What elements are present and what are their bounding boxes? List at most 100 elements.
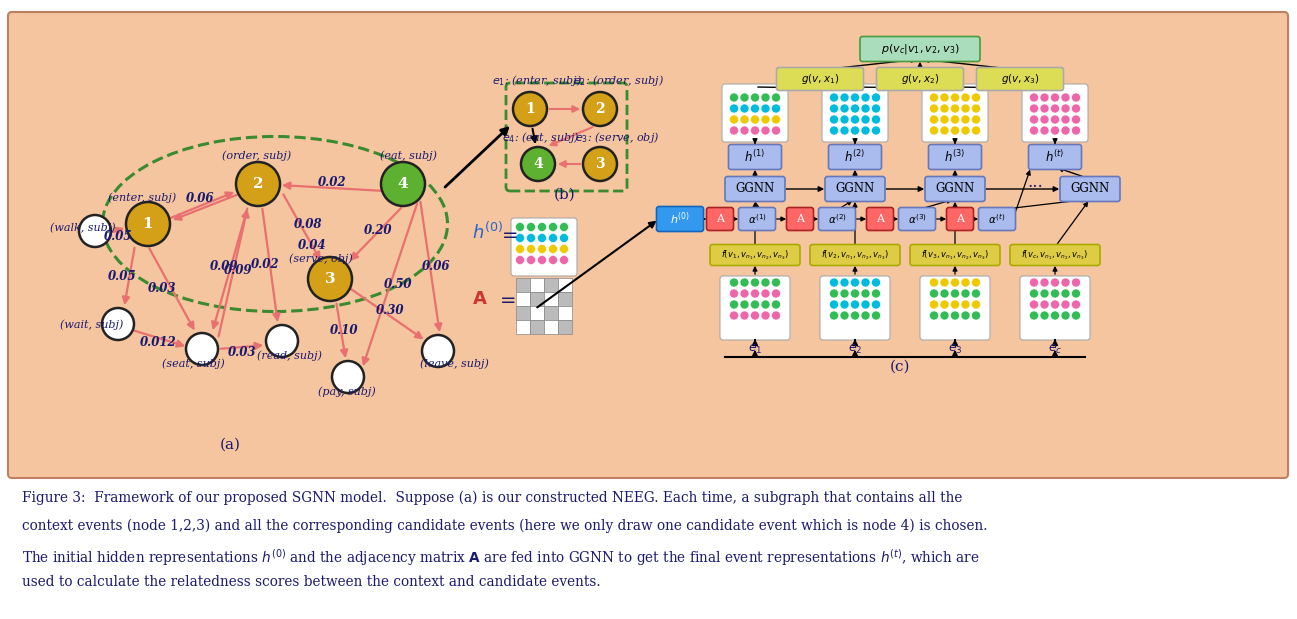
Text: 0.06: 0.06 [422, 261, 450, 274]
Circle shape [741, 289, 748, 298]
Circle shape [1051, 311, 1060, 320]
Circle shape [830, 289, 838, 298]
Circle shape [951, 300, 960, 309]
Text: $e_1$: $e_1$ [748, 343, 763, 356]
Text: $\alpha^{(t)}$: $\alpha^{(t)}$ [988, 212, 1005, 226]
Circle shape [772, 278, 781, 287]
Circle shape [582, 147, 617, 181]
Text: 2: 2 [253, 177, 263, 191]
Text: 1: 1 [143, 217, 153, 231]
Text: A: A [875, 214, 885, 224]
Text: (serve, obj): (serve, obj) [289, 253, 353, 264]
Bar [558, 306, 572, 320]
Circle shape [830, 278, 838, 287]
Bar [543, 306, 558, 320]
Bar [516, 320, 530, 334]
Circle shape [1061, 289, 1070, 298]
Circle shape [1051, 93, 1060, 102]
Circle shape [751, 93, 760, 102]
Circle shape [1051, 126, 1060, 135]
Text: The initial hidden representations $h^{(0)}$ and the adjacency matrix $\mathbf{A: The initial hidden representations $h^{(… [22, 547, 979, 568]
Circle shape [851, 93, 860, 102]
Circle shape [840, 93, 850, 102]
Circle shape [961, 115, 970, 124]
Text: =: = [502, 226, 519, 245]
Text: 0.08: 0.08 [293, 217, 322, 230]
Circle shape [741, 311, 748, 320]
Bar [558, 292, 572, 306]
Text: (enter, subj): (enter, subj) [108, 193, 176, 203]
Circle shape [772, 300, 781, 309]
Text: $p(v_c|v_1,v_2,v_3)$: $p(v_c|v_1,v_2,v_3)$ [881, 42, 960, 56]
Circle shape [851, 104, 860, 113]
Text: 3: 3 [595, 157, 604, 171]
FancyBboxPatch shape [920, 276, 990, 340]
Circle shape [1051, 115, 1060, 124]
Circle shape [840, 300, 850, 309]
Circle shape [185, 333, 218, 365]
Circle shape [1071, 278, 1080, 287]
Text: $h^{(0)}$: $h^{(0)}$ [671, 210, 690, 227]
Text: 0.06: 0.06 [185, 193, 214, 206]
Text: A: A [796, 214, 804, 224]
Bar [516, 306, 530, 320]
Circle shape [1071, 300, 1080, 309]
Circle shape [514, 92, 547, 126]
Bar [543, 292, 558, 306]
Circle shape [515, 256, 524, 264]
FancyBboxPatch shape [825, 176, 885, 202]
Circle shape [840, 126, 850, 135]
Bar [530, 320, 543, 334]
Text: (order, subj): (order, subj) [222, 150, 292, 161]
Circle shape [840, 289, 850, 298]
Circle shape [772, 115, 781, 124]
Circle shape [872, 278, 881, 287]
Circle shape [840, 311, 850, 320]
Circle shape [940, 126, 949, 135]
Circle shape [971, 115, 981, 124]
Bar [558, 278, 572, 292]
Circle shape [861, 289, 870, 298]
Circle shape [830, 311, 838, 320]
Circle shape [741, 93, 748, 102]
Circle shape [872, 311, 881, 320]
FancyBboxPatch shape [977, 67, 1064, 90]
Text: $g(v,x_3)$: $g(v,x_3)$ [1001, 72, 1039, 86]
Circle shape [861, 104, 870, 113]
Circle shape [422, 335, 454, 367]
Circle shape [1040, 300, 1049, 309]
Circle shape [940, 289, 949, 298]
Text: $e_1$: (enter, subj): $e_1$: (enter, subj) [492, 73, 582, 88]
Text: used to calculate the relatedness scores between the context and candidate event: used to calculate the relatedness scores… [22, 575, 601, 589]
Circle shape [772, 126, 781, 135]
Circle shape [1061, 278, 1070, 287]
Circle shape [741, 104, 748, 113]
Circle shape [1040, 126, 1049, 135]
Circle shape [102, 308, 134, 340]
Circle shape [521, 147, 555, 181]
Circle shape [951, 311, 960, 320]
Bar [516, 278, 530, 292]
Circle shape [751, 311, 760, 320]
Text: 0.03: 0.03 [228, 347, 257, 360]
Circle shape [930, 126, 939, 135]
Circle shape [751, 278, 760, 287]
Circle shape [861, 93, 870, 102]
Circle shape [126, 202, 170, 246]
Circle shape [559, 222, 568, 232]
Circle shape [971, 300, 981, 309]
Circle shape [1030, 93, 1039, 102]
Bar [543, 320, 558, 334]
Text: $e_4$: (eat, subj): $e_4$: (eat, subj) [502, 130, 580, 145]
Circle shape [307, 257, 351, 301]
Bar [543, 278, 558, 292]
Circle shape [951, 104, 960, 113]
Circle shape [772, 311, 781, 320]
Circle shape [741, 115, 748, 124]
Circle shape [930, 289, 939, 298]
Text: 0.20: 0.20 [363, 225, 392, 238]
Circle shape [761, 126, 770, 135]
Circle shape [1040, 93, 1049, 102]
Circle shape [830, 126, 838, 135]
Circle shape [751, 300, 760, 309]
